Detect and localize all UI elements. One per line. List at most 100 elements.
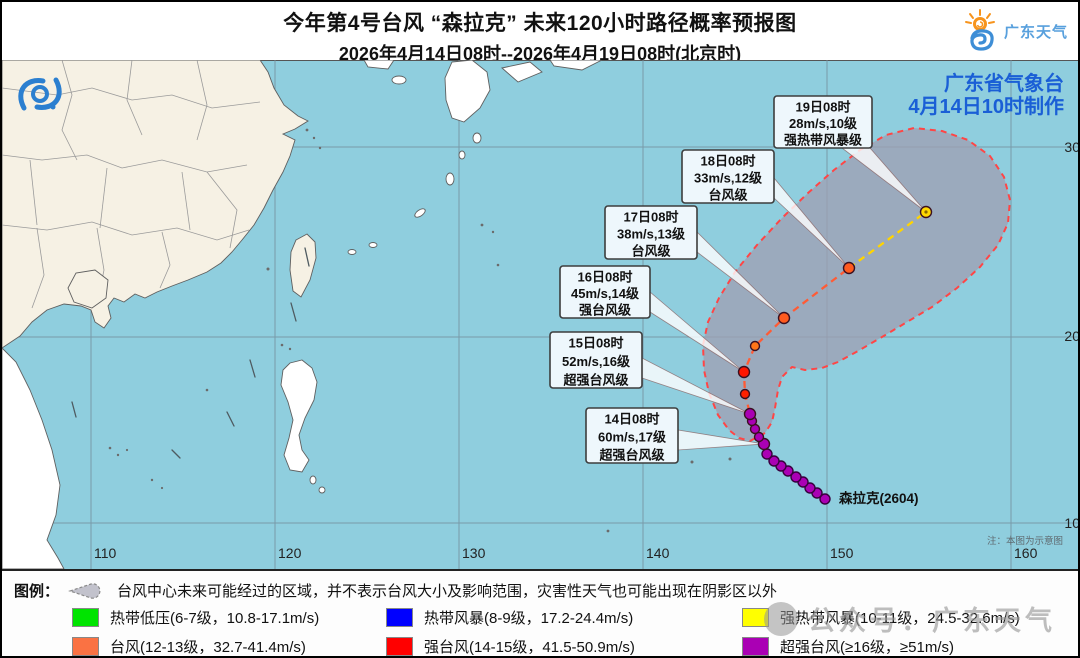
header: 今年第4号台风 “森拉克” 未来120小时路径概率预报图 2026年4月14日0…: [2, 2, 1078, 64]
shikoku-island: [501, 61, 543, 83]
legend-item-label: 强热带风暴(10-11级，24.5-32.6m/s): [780, 610, 1020, 627]
observed-point[interactable]: [804, 482, 816, 494]
sea-marks: [71, 128, 732, 533]
observed-point[interactable]: [819, 493, 831, 505]
forecast-point[interactable]: [743, 407, 757, 421]
legend-item-label: 超强台风(≥16级，≥51m/s): [780, 639, 954, 656]
observed-point[interactable]: [761, 448, 773, 460]
callout-text: 18日08时 33m/s,12级台风级: [694, 154, 763, 203]
legend-item-label: 台风(12-13级，32.7-41.4m/s): [110, 639, 306, 656]
probability-cone[interactable]: [702, 127, 1011, 442]
ph-islet: [309, 475, 317, 485]
miyako-island: [368, 242, 378, 248]
ryukyu-island: [458, 150, 466, 160]
legend-item: 超强台风(≥16级，≥51m/s): [742, 636, 954, 656]
agency-issue-time: 4月14日10时制作: [908, 94, 1064, 118]
legend-swatch: [386, 637, 413, 656]
lon-tick-label: 110: [94, 545, 117, 561]
callout-leaders: [641, 147, 927, 451]
legend-description: 台风中心未来可能经过的区域，并不表示台风大小及影响范围，灾害性天气也可能出现在阴…: [117, 583, 778, 600]
callout-box[interactable]: [773, 95, 873, 149]
observed-point[interactable]: [790, 471, 802, 483]
callout-box[interactable]: [585, 407, 679, 464]
callout-box[interactable]: [549, 331, 643, 389]
okinawa-island: [414, 208, 426, 218]
storm-name-label: 森拉克(2604): [839, 490, 919, 506]
ishigaki-island: [347, 249, 357, 255]
taiwan-island: [289, 233, 317, 298]
landmasses: [2, 59, 603, 570]
callout-box[interactable]: [604, 205, 698, 260]
legend-caption-row: 图例： 台风中心未来可能经过的区域，并不表示台风大小及影响范围，灾害性天气也可能…: [14, 580, 777, 601]
callout-text: 15日08时 52m/s,16级超强台风级: [562, 336, 631, 388]
brand-name: 广东天气: [1003, 23, 1068, 41]
lat-tick-label: 30: [1064, 139, 1080, 155]
callout-text: 16日08时 45m/s,14级强台风级: [571, 270, 640, 318]
lon-tick-label: 120: [278, 545, 302, 561]
legend-item: 台风(12-13级，32.7-41.4m/s): [72, 636, 306, 656]
page-title: 今年第4号台风 “森拉克” 未来120小时路径概率预报图: [283, 12, 797, 35]
lat-tick-label: 20: [1064, 328, 1080, 344]
lon-tick-label: 130: [462, 545, 486, 561]
legend-caption: 图例：: [14, 583, 60, 600]
forecast-callout[interactable]: 15日08时 52m/s,16级超强台风级: [549, 331, 643, 389]
honshu-tip: [549, 59, 603, 71]
ph-islet: [318, 486, 326, 494]
legend-item-label: 强台风(14-15级，41.5-50.9m/s): [424, 639, 635, 656]
legend-item: 热带风暴(8-9级，17.2-24.4m/s): [386, 607, 633, 628]
legend: 图例： 台风中心未来可能经过的区域，并不表示台风大小及影响范围，灾害性天气也可能…: [2, 569, 1078, 656]
forecast-point[interactable]: [777, 311, 791, 325]
legend-item-label: 热带风暴(8-9级，17.2-24.4m/s): [424, 610, 634, 627]
forecast-interim-point[interactable]: [749, 340, 761, 352]
forecast-callout[interactable]: 18日08时 33m/s,12级台风级: [681, 149, 775, 204]
forecast-interim-point[interactable]: [739, 388, 751, 400]
agency-name: 广东省气象台: [944, 71, 1064, 95]
callout-text: 14日08时 60m/s,17级超强台风级: [598, 412, 667, 463]
legend-item: 强热带风暴(10-11级，24.5-32.6m/s): [742, 607, 1020, 628]
ryukyu-island: [472, 132, 482, 144]
legend-swatch: [72, 637, 99, 656]
forecast-callout[interactable]: 17日08时 38m/s,13级台风级: [604, 205, 698, 260]
weather-logo-icon: [964, 9, 995, 51]
callout-text: 19日08时 28m/s,10级强热带风暴级: [784, 100, 863, 148]
observed-point[interactable]: [768, 455, 780, 467]
page-subtitle: 2026年4月14日08时--2026年4月19日08时(北京时): [338, 44, 742, 64]
lon-tick-label: 160: [1014, 545, 1038, 561]
legend-swatch: [72, 608, 99, 627]
korea-tip: [363, 59, 395, 70]
map-area[interactable]: 19日08时 28m/s,10级强热带风暴级 18日08时 33m/s,12级台风级 1…: [2, 59, 1080, 570]
legend-swatch: [742, 608, 769, 627]
callout-box[interactable]: [681, 149, 775, 204]
axis-labels: 110 120 130 140 150 160 30 20 10: [94, 139, 1080, 561]
callout-box[interactable]: [559, 265, 651, 319]
forecast-callout[interactable]: 19日08时 28m/s,10级强热带风暴级: [773, 95, 873, 149]
forecast-callout[interactable]: 16日08时 45m/s,14级强台风级: [559, 265, 651, 319]
forecast-point[interactable]: [842, 261, 856, 275]
legend-swatch: [742, 637, 769, 656]
map-note: 注：本图为示意图: [987, 535, 1063, 547]
callout-text: 17日08时 38m/s,13级台风级: [617, 210, 686, 259]
hainan-island: [67, 269, 109, 309]
track-dots: [737, 205, 933, 505]
forecast-point-center: [924, 210, 928, 214]
forecast-point[interactable]: [737, 365, 751, 379]
kyushu-island: [444, 59, 491, 123]
forecast-track-line-yellow: [848, 211, 927, 269]
forecast-callout[interactable]: 14日08时 60m/s,17级超强台风级: [585, 407, 679, 464]
cone-icon: [68, 582, 101, 599]
forecast-interim-point[interactable]: [753, 431, 765, 443]
jeju-island: [391, 75, 407, 85]
legend-item: 热带低压(6-7级，10.8-17.1m/s): [72, 607, 319, 628]
legend-item: 强台风(14-15级，41.5-50.9m/s): [386, 636, 635, 656]
typhoon-symbol-icon: [18, 77, 62, 111]
legend-swatch: [386, 608, 413, 627]
ryukyu-island: [445, 172, 455, 186]
brand-logo: 广东天气: [960, 8, 1068, 54]
legend-item-label: 热带低压(6-7级，10.8-17.1m/s): [110, 610, 320, 627]
lon-tick-label: 150: [830, 545, 854, 561]
luzon-island: [280, 359, 318, 473]
lon-tick-label: 140: [646, 545, 670, 561]
